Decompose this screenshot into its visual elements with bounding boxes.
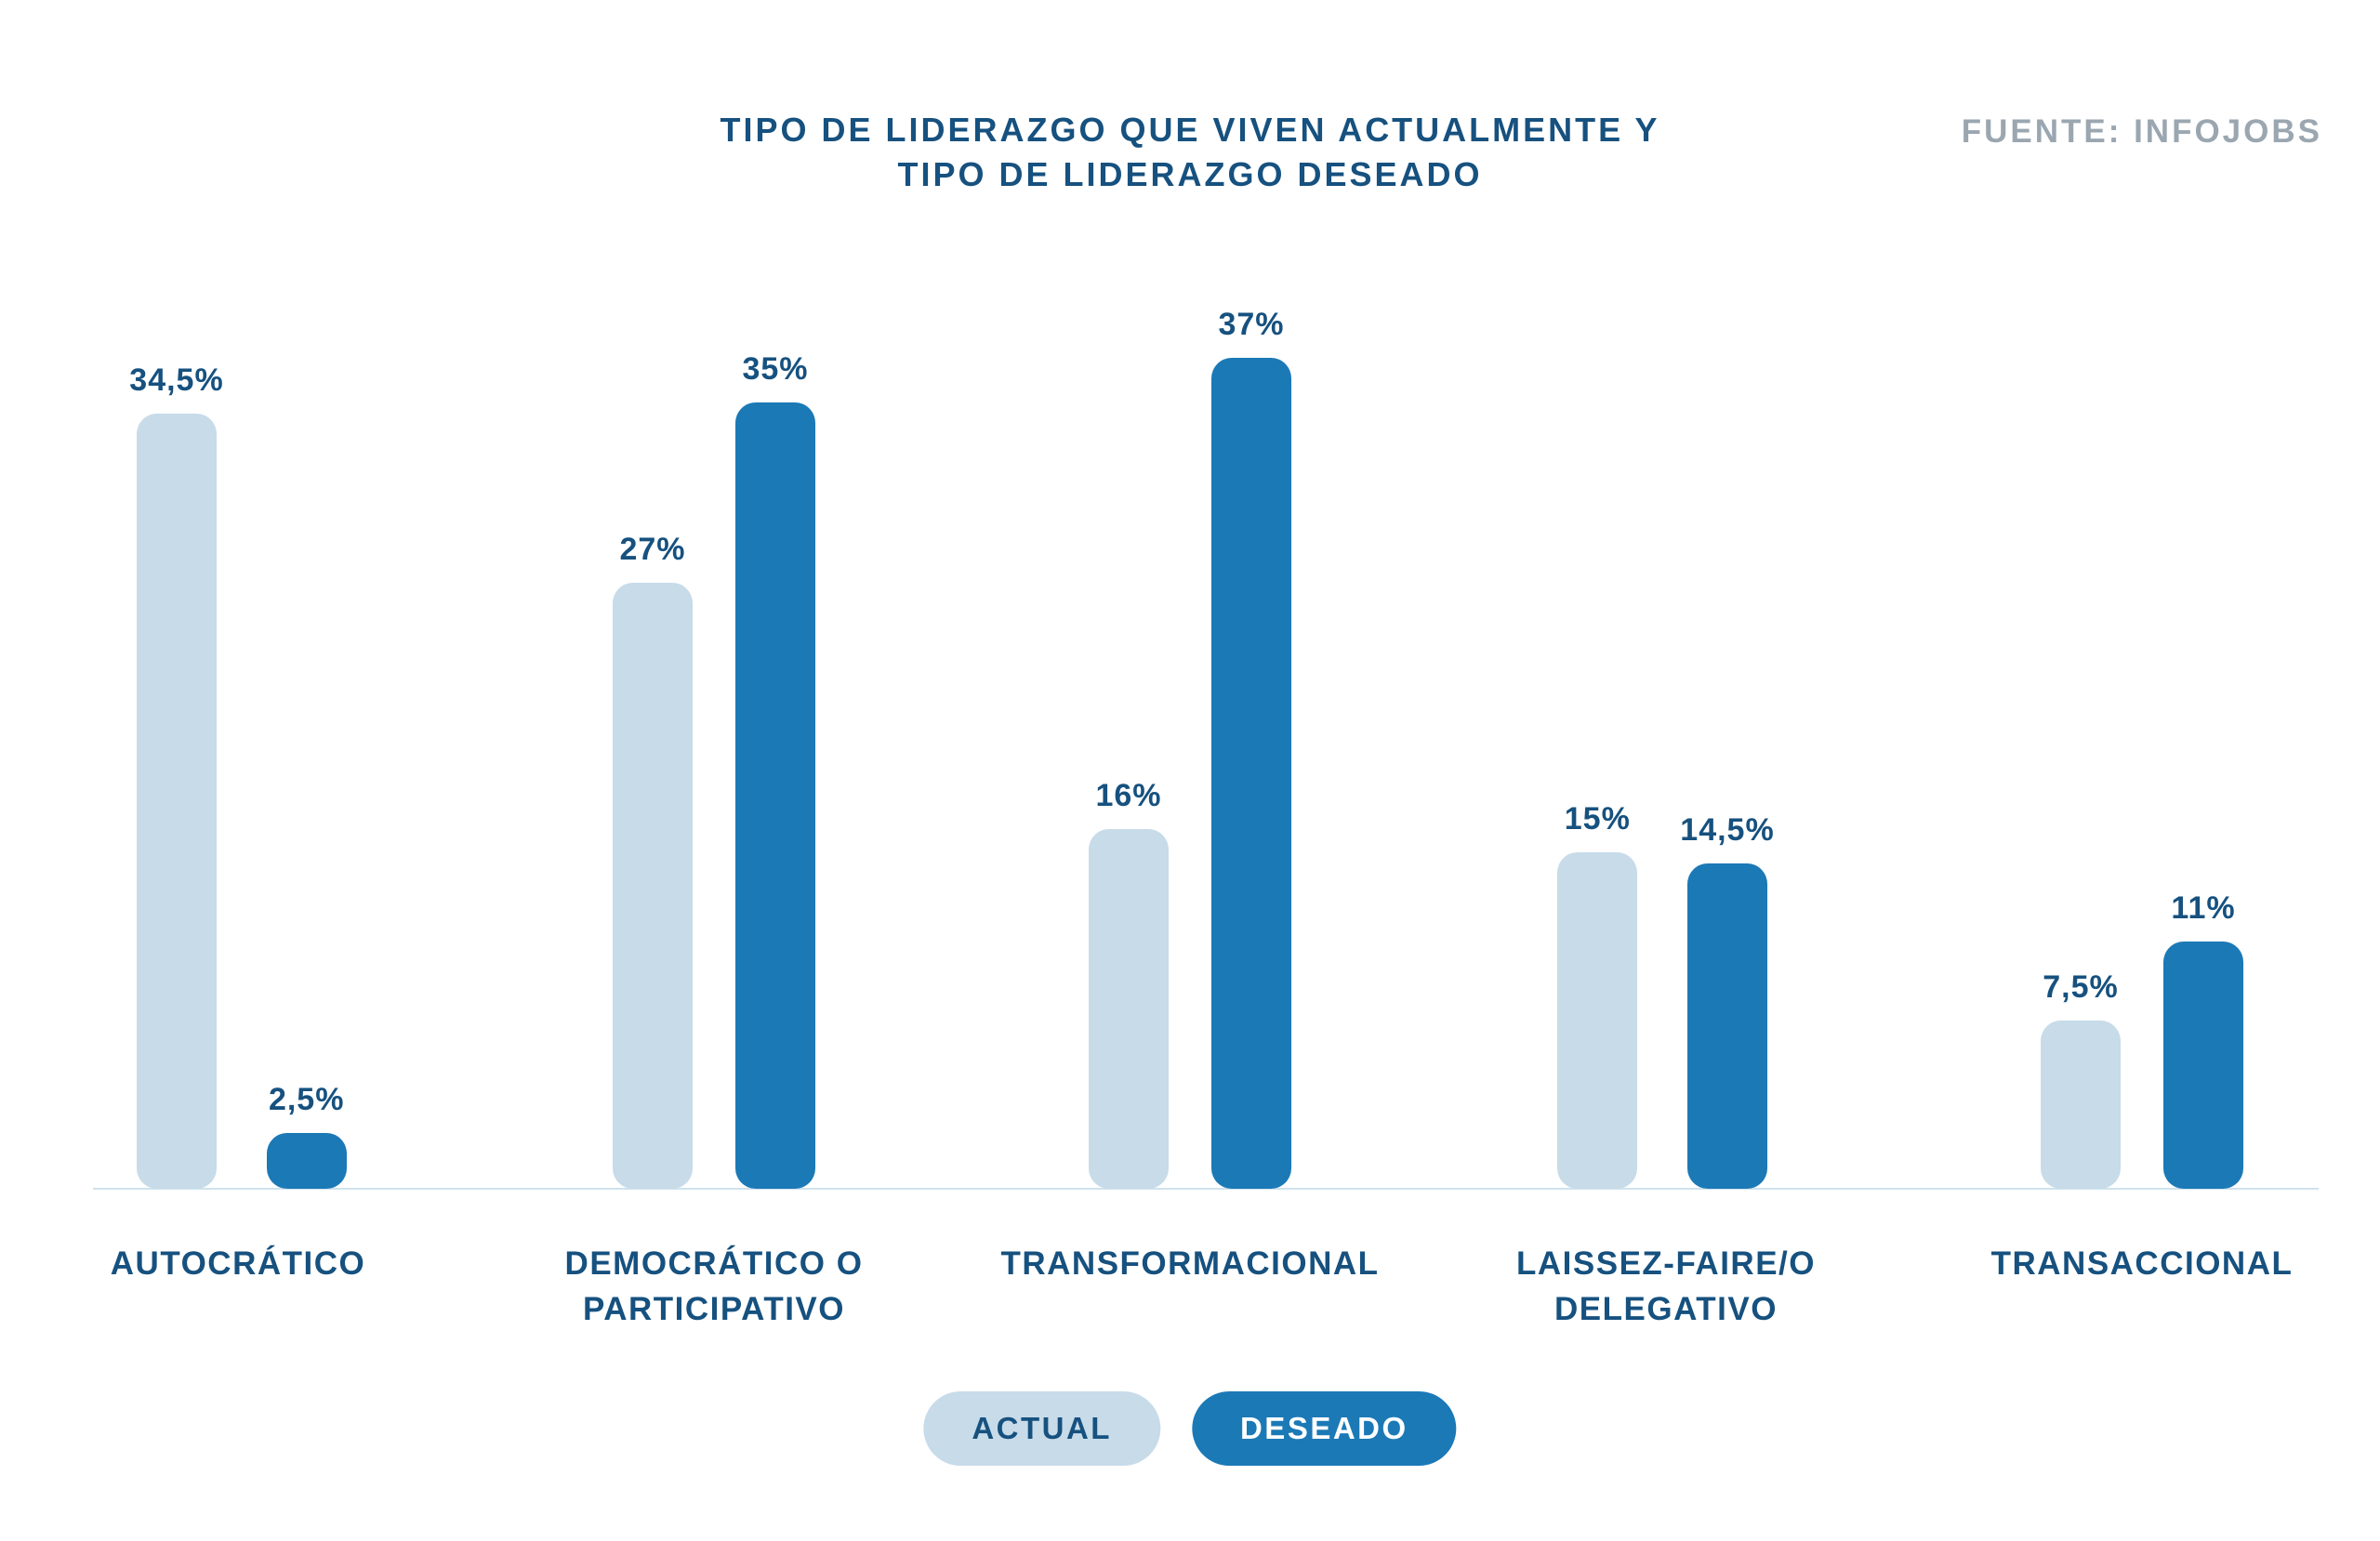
chart-title: TIPO DE LIDERAZGO QUE VIVEN ACTUALMENTE … [720,108,1659,197]
bar-column: 35% [735,351,815,1189]
bar-group: 27% 35% DEMOCRÁTICO O PARTICIPATIVO [476,278,952,1332]
bar-column: 34,5% [129,362,223,1189]
bar-group: 15% 14,5% LAISSEZ-FAIRE/O DELEGATIVO [1428,278,1904,1332]
bar-deseado [735,402,815,1189]
value-label: 27% [619,532,686,567]
bar-actual [137,414,217,1189]
bar-pair: 16% 37% [1089,278,1291,1189]
source-label: FUENTE: INFOJOBS [1961,113,2322,150]
bar-group: 7,5% 11% TRANSACCIONAL [1904,278,2380,1332]
chart-title-line-1: TIPO DE LIDERAZGO QUE VIVEN ACTUALMENTE … [720,111,1660,149]
bar-column: 14,5% [1680,812,1774,1189]
bar-pair: 15% 14,5% [1557,278,1774,1189]
category-label: LAISSEZ-FAIRE/O DELEGATIVO [1516,1245,1816,1327]
chart-title-line-2: TIPO DE LIDERAZGO DESEADO [897,155,1483,193]
bar-column: 16% [1089,778,1169,1189]
bar-actual [1557,852,1638,1189]
bar-column: 37% [1211,307,1291,1189]
bar-group: 34,5% 2,5% AUTOCRÁTICO [0,278,476,1332]
value-label: 7,5% [2043,969,2119,1005]
value-label: 15% [1564,801,1631,836]
legend: ACTUAL DESEADO [923,1391,1457,1466]
bar-actual [2041,1021,2121,1189]
chart-area: 34,5% 2,5% AUTOCRÁTICO 27% 35% DEMOCRÁTICO O … [0,278,2380,1332]
bar-column: 2,5% [266,1082,347,1189]
bar-actual [613,583,693,1189]
value-label: 2,5% [268,1082,345,1117]
value-label: 37% [1218,307,1285,342]
bar-actual [1089,829,1169,1189]
bar-pair: 27% 35% [613,278,815,1189]
bar-column: 7,5% [2041,969,2121,1189]
category-label: TRANSFORMACIONAL [1000,1245,1380,1282]
category-label: TRANSACCIONAL [1990,1245,2294,1282]
value-label: 14,5% [1680,812,1775,848]
category-label: DEMOCRÁTICO O PARTICIPATIVO [564,1245,864,1327]
bar-deseado [2163,942,2243,1189]
value-label: 35% [742,351,809,387]
category-label: AUTOCRÁTICO [110,1245,366,1282]
bar-column: 11% [2163,890,2243,1189]
bar-deseado [1211,358,1291,1189]
legend-pill-actual: ACTUAL [923,1391,1160,1466]
bar-pair: 7,5% 11% [2041,278,2243,1189]
bar-pair: 34,5% 2,5% [129,278,347,1189]
bar-column: 27% [613,532,693,1189]
bar-deseado [1687,863,1767,1189]
x-axis-baseline [93,1188,2319,1190]
value-label: 11% [2171,890,2236,926]
value-label: 16% [1095,778,1162,813]
bar-deseado [266,1133,347,1189]
legend-pill-deseado: DESEADO [1191,1391,1457,1466]
value-label: 34,5% [129,362,224,398]
bar-group: 16% 37% TRANSFORMACIONAL [952,278,1428,1332]
bar-column: 15% [1557,801,1638,1189]
